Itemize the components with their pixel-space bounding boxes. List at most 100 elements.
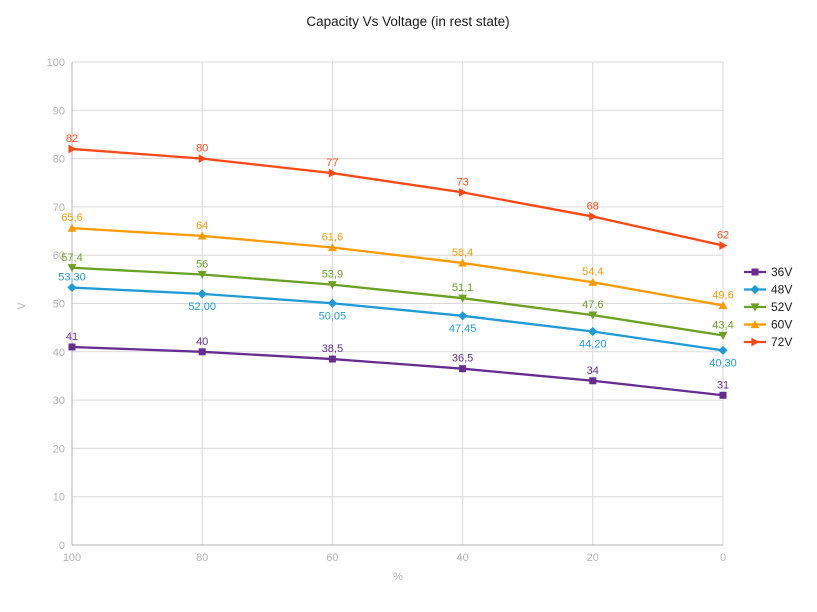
x-tick-label: 60 — [326, 552, 338, 564]
x-tick-label: 20 — [587, 552, 599, 564]
diamond-marker — [588, 326, 598, 337]
data-label-48V: 47,45 — [449, 323, 477, 335]
diamond-marker — [750, 284, 760, 295]
triangle-right-marker — [198, 154, 207, 163]
y-axis-title: V — [16, 302, 28, 310]
y-tick-label: 100 — [47, 57, 65, 69]
legend-item-72V: 72V — [744, 335, 792, 349]
x-tick-label: 0 — [720, 552, 726, 564]
chart-title: Capacity Vs Voltage (in rest state) — [306, 14, 509, 29]
data-label-52V: 57,4 — [61, 252, 82, 264]
series-line-52V — [71, 266, 724, 337]
y-tick-label: 50 — [53, 299, 65, 311]
legend-label: 48V — [771, 283, 792, 297]
series-line-36V — [71, 345, 724, 397]
square-marker — [68, 343, 76, 351]
diamond-marker — [327, 298, 337, 308]
data-label-60V: 64 — [196, 220, 208, 232]
data-label-72V: 68 — [587, 201, 599, 213]
legend-label: 60V — [771, 318, 792, 332]
data-label-60V: 49,6 — [712, 289, 733, 301]
diamond-marker — [197, 289, 207, 299]
triangle-right-marker — [719, 241, 728, 250]
triangle-up-marker — [458, 258, 467, 267]
x-tick-label: 80 — [196, 552, 208, 564]
y-tick-label: 30 — [53, 395, 65, 407]
data-label-52V: 43,4 — [712, 319, 733, 331]
triangle-right-marker — [68, 144, 77, 154]
data-label-72V: 82 — [66, 133, 78, 145]
data-label-52V: 56 — [196, 259, 208, 271]
square-marker — [198, 348, 206, 356]
y-tick-label: 10 — [53, 492, 65, 504]
y-tick-label: 60 — [53, 250, 65, 262]
data-label-48V: 40,30 — [709, 357, 737, 369]
gridlines-layer: 0 10 20 30 40 50 60 70 80 90 100 100 80 60 40 20 0 — [47, 57, 726, 564]
triangle-down-marker — [718, 331, 728, 340]
square-marker — [459, 365, 467, 373]
x-tick-label: 40 — [456, 552, 468, 564]
data-label-60V: 58,4 — [452, 247, 473, 259]
x-axis-title: % — [393, 571, 403, 583]
triangle-right-marker — [328, 168, 337, 178]
triangle-down-marker — [458, 294, 467, 303]
square-marker — [751, 268, 759, 276]
triangle-up-marker — [588, 277, 598, 286]
triangle-down-marker — [328, 281, 337, 290]
data-label-72V: 73 — [456, 176, 468, 188]
series-line-48V — [71, 286, 724, 352]
triangle-up-marker — [328, 243, 337, 252]
triangle-down-marker — [750, 303, 760, 312]
diamond-marker — [718, 345, 728, 355]
y-tick-label: 40 — [53, 347, 65, 359]
axes-layer — [71, 62, 723, 546]
data-label-36V: 41 — [66, 331, 78, 343]
triangle-down-marker — [67, 264, 77, 273]
data-label-72V: 62 — [717, 230, 729, 242]
series-layer: 41 40 38,5 36,5 34 31 53,30 52,00 50,05 47,45 44,2… — [58, 133, 737, 399]
legend-item-60V: 60V — [744, 318, 792, 332]
series-line-60V — [71, 227, 724, 307]
data-label-52V: 51,1 — [452, 282, 473, 294]
triangle-down-marker — [197, 270, 207, 279]
data-label-36V: 38,5 — [322, 343, 343, 355]
triangle-right-marker — [459, 188, 467, 197]
legend-item-52V: 52V — [744, 300, 792, 314]
y-tick-label: 0 — [59, 540, 65, 552]
legend-label: 36V — [771, 265, 792, 279]
legend-label: 72V — [771, 335, 792, 349]
legend: 36V 48V 52V 60V 72V — [744, 265, 792, 349]
legend-item-36V: 36V — [744, 265, 792, 279]
triangle-down-marker — [588, 311, 598, 320]
square-marker — [719, 391, 727, 399]
square-marker — [589, 377, 597, 385]
triangle-up-marker — [67, 223, 77, 232]
data-label-60V: 54,4 — [582, 266, 603, 278]
y-tick-label: 90 — [53, 105, 65, 117]
data-label-60V: 65,6 — [61, 212, 82, 224]
data-label-36V: 36,5 — [452, 353, 473, 365]
triangle-right-marker — [751, 337, 760, 347]
data-label-36V: 34 — [587, 365, 599, 377]
data-label-72V: 80 — [196, 143, 208, 155]
legend-label: 52V — [771, 300, 792, 314]
data-label-48V: 53,30 — [58, 272, 86, 284]
data-label-60V: 61,6 — [322, 231, 343, 243]
triangle-up-marker — [197, 231, 207, 240]
triangle-up-marker — [750, 320, 760, 329]
data-label-48V: 52,00 — [188, 301, 216, 313]
y-tick-label: 80 — [53, 154, 65, 166]
data-label-48V: 50,05 — [319, 310, 347, 322]
legend-item-48V: 48V — [744, 283, 792, 297]
x-tick-label: 100 — [63, 552, 81, 564]
data-label-52V: 47,6 — [582, 299, 603, 311]
data-label-72V: 77 — [326, 157, 338, 169]
y-tick-label: 70 — [53, 202, 65, 214]
data-label-52V: 53,9 — [322, 269, 343, 281]
data-label-36V: 40 — [196, 336, 208, 348]
data-label-48V: 44,20 — [579, 339, 607, 351]
triangle-right-marker — [589, 212, 598, 221]
series-line-72V — [71, 147, 724, 247]
